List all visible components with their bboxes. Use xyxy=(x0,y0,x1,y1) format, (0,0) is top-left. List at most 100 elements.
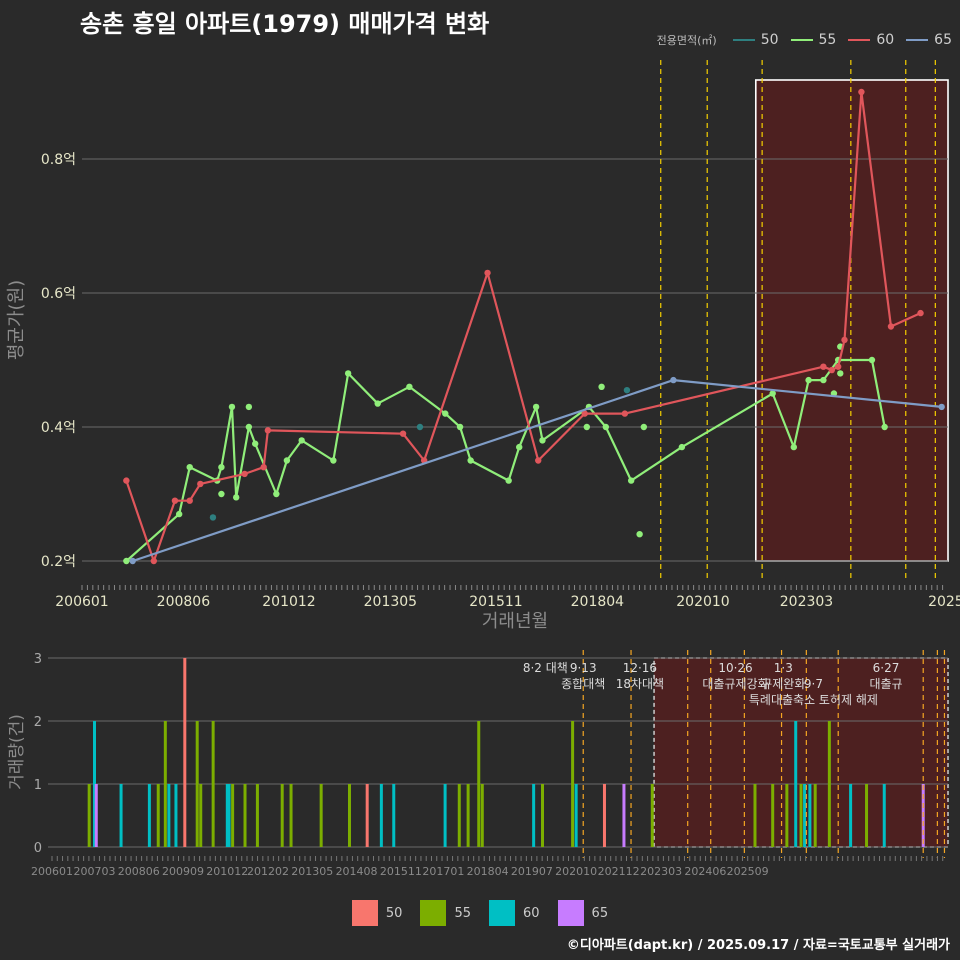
volume-bar-55 xyxy=(540,784,544,847)
series-point-55 xyxy=(820,376,827,384)
bar-x-tick-label: 202112 xyxy=(598,865,640,878)
series-point-55 xyxy=(374,400,381,407)
series-point-60 xyxy=(581,410,588,417)
bar-legend-item-65: 65 xyxy=(557,900,608,926)
series-point-55 xyxy=(532,403,540,411)
series-point-55 xyxy=(636,531,643,538)
series-point-60 xyxy=(828,366,836,374)
y-tick-label: 0.2억 xyxy=(41,554,76,570)
bar-y-tick-label: 0 xyxy=(34,841,42,856)
volume-bar-55 xyxy=(211,721,215,847)
legend-item-65: 65 xyxy=(906,32,952,48)
bar-x-tick-label: 200703 xyxy=(73,865,115,878)
policy-annotation: 대출규 xyxy=(869,677,902,691)
legend-label-60: 60 xyxy=(876,32,895,48)
volume-bar-60 xyxy=(119,784,123,847)
series-point-50 xyxy=(209,514,217,521)
volume-bar-55 xyxy=(255,784,259,847)
volume-bar-55 xyxy=(243,784,247,847)
bar-x-tick-label: 201012 xyxy=(206,865,248,878)
bar-x-tick-label: 201701 xyxy=(422,865,464,878)
volume-bar-55 xyxy=(87,784,91,847)
volume-bar-50 xyxy=(365,784,369,847)
policy-annotation: 규제완화 xyxy=(761,677,805,691)
series-point-55 xyxy=(602,423,610,431)
bar-x-tick-label: 200909 xyxy=(162,865,204,878)
series-point-60 xyxy=(917,309,924,317)
bar-x-tick-label: 202509 xyxy=(727,865,769,878)
volume-bar-60 xyxy=(803,784,807,847)
legend-label-55: 55 xyxy=(818,32,837,48)
bar-legend-label-60: 60 xyxy=(523,905,540,921)
volume-bar-55 xyxy=(571,721,575,847)
policy-annotation: 9·13 xyxy=(570,661,597,675)
legend-swatch-65 xyxy=(906,39,929,41)
highlight-region xyxy=(755,80,948,561)
legend-label-65: 65 xyxy=(934,32,952,48)
series-point-65 xyxy=(129,557,136,565)
series-point-60 xyxy=(858,88,865,96)
series-point-60 xyxy=(150,557,158,565)
credit-line: ©디아파트(dapt.kr) / 2025.09.17 / 자료=국토교통부 실… xyxy=(566,938,950,953)
volume-bar-55 xyxy=(347,784,351,847)
series-point-55 xyxy=(273,490,280,498)
series-point-55 xyxy=(467,457,474,464)
series-point-55 xyxy=(456,423,464,431)
volume-bar-55 xyxy=(457,784,461,847)
policy-annotation: 대출규제강화 xyxy=(702,677,768,691)
volume-bar-55 xyxy=(280,784,284,847)
series-point-60 xyxy=(186,497,193,504)
bottom-legend: 50 55 60 65 xyxy=(0,900,960,926)
legend-swatch-60 xyxy=(848,39,871,41)
y-tick-label: 0.8억 xyxy=(41,152,76,168)
bar-x-tick-label: 202303 xyxy=(640,865,682,878)
legend-title: 전용면적(㎡) xyxy=(656,34,717,47)
series-point-60 xyxy=(197,480,204,488)
volume-bar-60 xyxy=(443,784,447,847)
volume-bar-55 xyxy=(827,721,831,847)
series-point-60 xyxy=(621,410,629,417)
volume-bar-55 xyxy=(319,784,323,847)
x-tick-label: 201511 xyxy=(469,594,522,610)
bar-legend-label-50: 50 xyxy=(385,905,403,921)
volume-bar-55 xyxy=(865,784,869,847)
bar-legend-swatch-55 xyxy=(420,900,447,926)
bar-x-tick-label: 201408 xyxy=(336,865,378,878)
x-tick-label: 200806 xyxy=(157,594,211,610)
volume-bar-55 xyxy=(199,784,203,847)
series-point-55 xyxy=(881,423,888,431)
volume-bar-55 xyxy=(650,784,654,847)
volume-bar-55 xyxy=(813,784,817,847)
series-point-55 xyxy=(232,494,240,501)
series-point-60 xyxy=(887,323,895,330)
series-point-60 xyxy=(841,336,848,344)
volume-bar-55 xyxy=(753,784,757,847)
bar-y-axis-label: 거래량(건) xyxy=(7,714,27,790)
series-point-55 xyxy=(218,490,225,498)
series-point-55 xyxy=(837,370,844,377)
x-axis-label: 거래년월 xyxy=(482,611,548,632)
series-point-60 xyxy=(399,430,407,437)
series-point-55 xyxy=(175,510,183,518)
volume-bar-60 xyxy=(392,784,396,847)
volume-bar-55 xyxy=(289,784,293,847)
x-tick-label: 202010 xyxy=(676,594,729,610)
series-point-65 xyxy=(670,376,677,384)
series-point-55 xyxy=(442,410,449,417)
bar-legend-label-55: 55 xyxy=(454,905,471,921)
series-point-55 xyxy=(505,477,512,484)
series-point-55 xyxy=(640,423,648,431)
bar-legend-swatch-50 xyxy=(351,900,378,926)
bar-legend-item-60: 60 xyxy=(489,900,540,926)
chart-title: 송촌 흥일 아파트(1979) 매매가격 변화 xyxy=(80,10,490,38)
top-legend: 전용면적(㎡) 50 55 60 65 xyxy=(657,32,952,48)
x-tick-label: 201305 xyxy=(364,594,417,610)
bar-x-tick-label: 201305 xyxy=(291,865,333,878)
series-point-55 xyxy=(805,376,812,384)
volume-bar-55 xyxy=(785,784,789,847)
series-point-50 xyxy=(623,386,631,394)
legend-swatch-55 xyxy=(790,39,813,41)
series-point-50 xyxy=(416,423,424,431)
series-point-60 xyxy=(820,363,827,370)
series-point-55 xyxy=(330,457,337,464)
